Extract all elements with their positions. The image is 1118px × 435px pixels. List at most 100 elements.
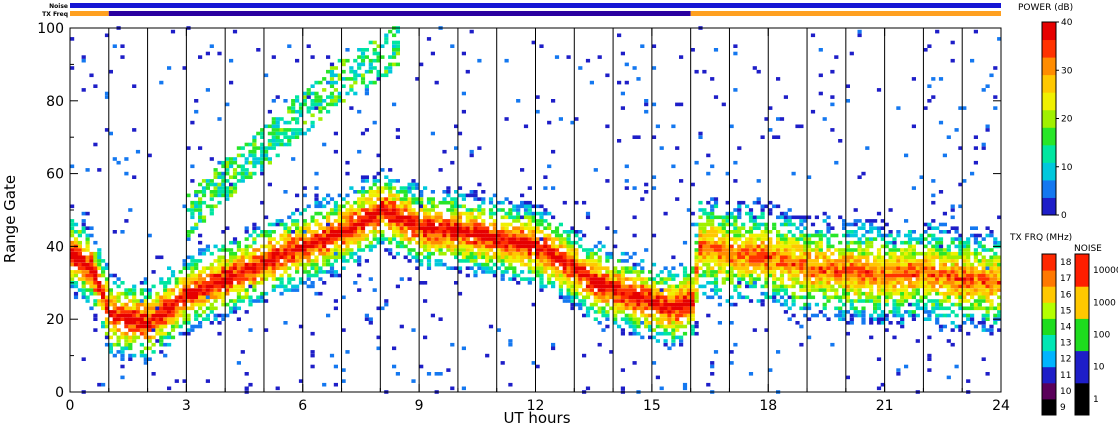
data-cell	[737, 291, 742, 296]
data-cell	[120, 291, 125, 296]
data-cell	[620, 291, 625, 296]
data-cell	[679, 335, 684, 340]
data-cell	[717, 288, 722, 292]
data-cell	[578, 302, 583, 307]
data-cell	[333, 233, 338, 238]
data-cell	[547, 244, 552, 249]
data-cell	[849, 248, 854, 252]
data-cell	[326, 211, 331, 216]
data-cell	[430, 204, 435, 209]
data-cell	[426, 230, 432, 234]
data-cell	[415, 259, 420, 263]
data-cell	[326, 313, 331, 318]
data-cell	[694, 222, 699, 227]
data-cell	[795, 281, 800, 285]
data-cell	[717, 230, 722, 234]
data-cell	[143, 335, 148, 340]
data-cell	[182, 302, 187, 307]
data-cell	[291, 230, 296, 234]
data-cell	[291, 240, 296, 245]
data-cell	[861, 222, 866, 227]
data-cell	[989, 273, 994, 278]
data-cell	[764, 244, 769, 249]
data-cell	[659, 386, 664, 391]
data-cell	[845, 375, 850, 380]
data-cell	[779, 259, 785, 263]
data-cell	[345, 208, 350, 212]
data-cell	[764, 270, 769, 274]
data-cell	[958, 302, 963, 307]
data-cell	[946, 255, 951, 260]
data-cell	[651, 288, 657, 292]
data-cell	[481, 248, 486, 252]
data-cell	[694, 291, 699, 296]
data-cell	[783, 284, 788, 289]
data-cell	[341, 248, 346, 252]
data-cell	[946, 230, 951, 234]
data-cell	[807, 277, 812, 281]
data-cell	[702, 291, 707, 296]
data-cell	[159, 342, 164, 347]
data-cell	[985, 372, 990, 376]
data-cell	[679, 299, 684, 303]
data-cell	[787, 208, 792, 212]
data-cell	[970, 317, 975, 321]
data-cell	[523, 244, 529, 249]
data-cell	[911, 302, 916, 307]
data-cell	[838, 284, 843, 289]
data-cell	[826, 248, 831, 252]
data-cell	[477, 211, 482, 216]
data-cell	[551, 244, 556, 249]
data-cell	[799, 295, 804, 300]
data-cell	[950, 58, 955, 63]
data-cell	[209, 182, 214, 187]
data-cell	[380, 230, 385, 234]
data-cell	[776, 77, 781, 81]
data-cell	[880, 237, 885, 241]
data-cell	[973, 226, 978, 230]
data-cell	[640, 284, 645, 289]
data-cell	[865, 266, 870, 270]
data-cell	[958, 306, 963, 311]
data-cell	[89, 255, 94, 260]
data-cell	[907, 284, 913, 289]
data-cell	[966, 331, 971, 336]
data-cell	[426, 222, 432, 227]
data-cell	[298, 113, 304, 118]
data-cell	[496, 237, 501, 241]
data-cell	[70, 240, 75, 245]
data-cell	[198, 215, 203, 220]
data-cell	[221, 179, 226, 183]
data-cell	[271, 248, 276, 252]
data-cell	[551, 215, 556, 220]
data-cell	[322, 251, 327, 256]
data-cell	[426, 248, 432, 252]
data-cell	[198, 197, 203, 201]
data-cell	[659, 313, 664, 318]
data-cell	[896, 273, 901, 278]
data-cell	[648, 306, 653, 311]
data-cell	[702, 255, 707, 260]
data-cell	[97, 255, 102, 260]
data-cell	[457, 186, 463, 190]
data-cell	[768, 200, 773, 205]
data-cell	[752, 259, 757, 263]
data-cell	[190, 324, 195, 329]
data-cell	[159, 335, 164, 340]
data-cell	[322, 255, 327, 260]
data-cell	[888, 233, 893, 238]
data-cell	[919, 237, 924, 241]
data-cell	[85, 295, 90, 300]
data-cell	[349, 240, 354, 245]
data-cell	[97, 281, 102, 285]
data-cell	[671, 335, 676, 340]
data-cell	[554, 255, 560, 260]
data-cell	[826, 259, 831, 263]
data-cell	[326, 80, 331, 85]
data-cell	[442, 219, 447, 223]
data-cell	[190, 204, 195, 209]
data-cell	[291, 157, 296, 161]
data-cell	[190, 262, 195, 267]
data-cell	[535, 251, 540, 256]
data-cell	[407, 200, 412, 205]
